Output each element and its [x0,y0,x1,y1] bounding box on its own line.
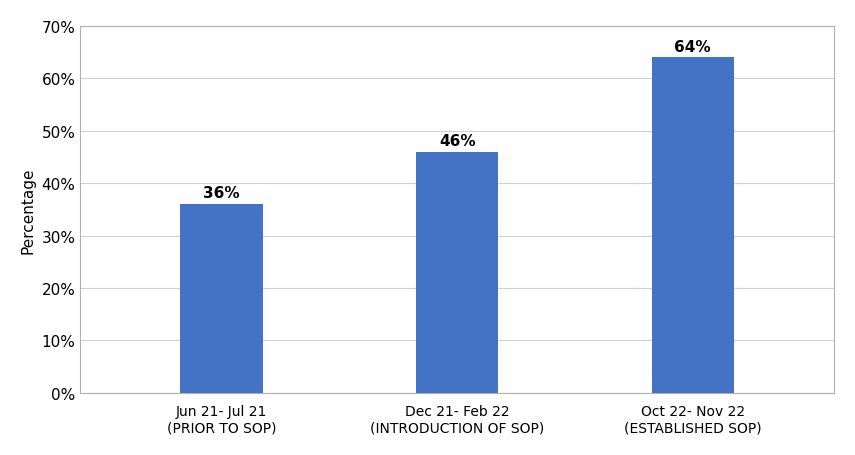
Bar [416,152,498,393]
Text: 64%: 64% [675,40,711,55]
Bar [180,205,262,393]
Text: 36%: 36% [203,186,240,201]
Y-axis label: Percentage: Percentage [21,167,36,253]
Bar [652,58,734,393]
Text: 46%: 46% [439,134,475,149]
